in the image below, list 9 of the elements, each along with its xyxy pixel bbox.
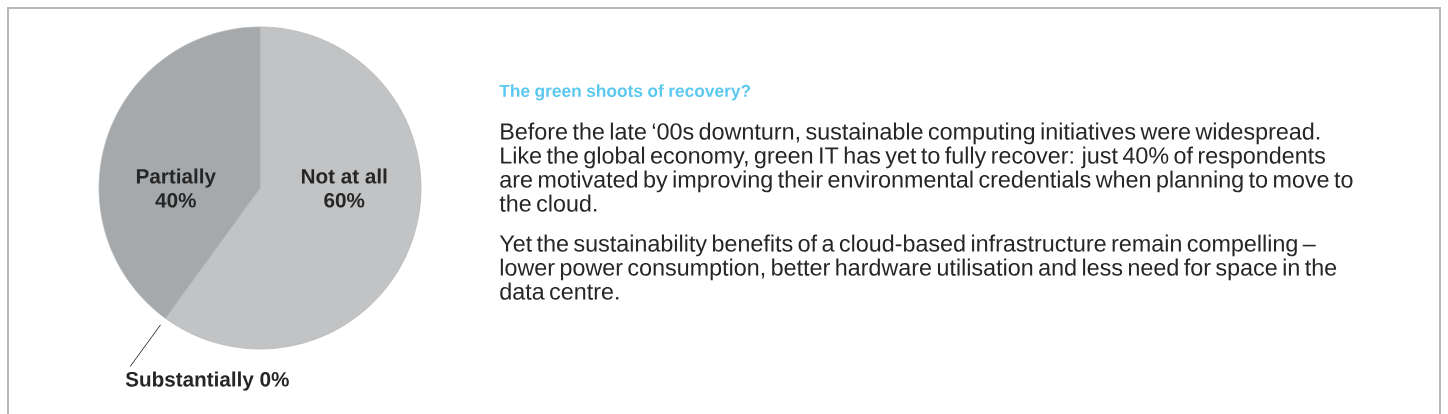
text: 0% — [260, 372, 289, 387]
legend-label: Substantially — [125, 371, 254, 391]
text: The green shoots of recovery? — [499, 84, 751, 101]
data-label: 40% — [155, 192, 196, 208]
text: Before the late ‘00s downturn, sustainable computing initiatives were widespread. Like the global economy, green IT has yet to fully recover: just 40% of respondents are motivated by improving their environmental credentials when planning to move to the cloud. — [499, 122, 1353, 212]
slice-label: Partially — [136, 168, 216, 188]
slice-label: Not at all — [301, 168, 387, 184]
text: Yet the sustainability benefits of a cloud-based infrastructure remain compelling – lower power consumption, better hardware utilisation and less need for space in the data centre. — [499, 234, 1337, 300]
data-label: 60% — [324, 192, 365, 208]
